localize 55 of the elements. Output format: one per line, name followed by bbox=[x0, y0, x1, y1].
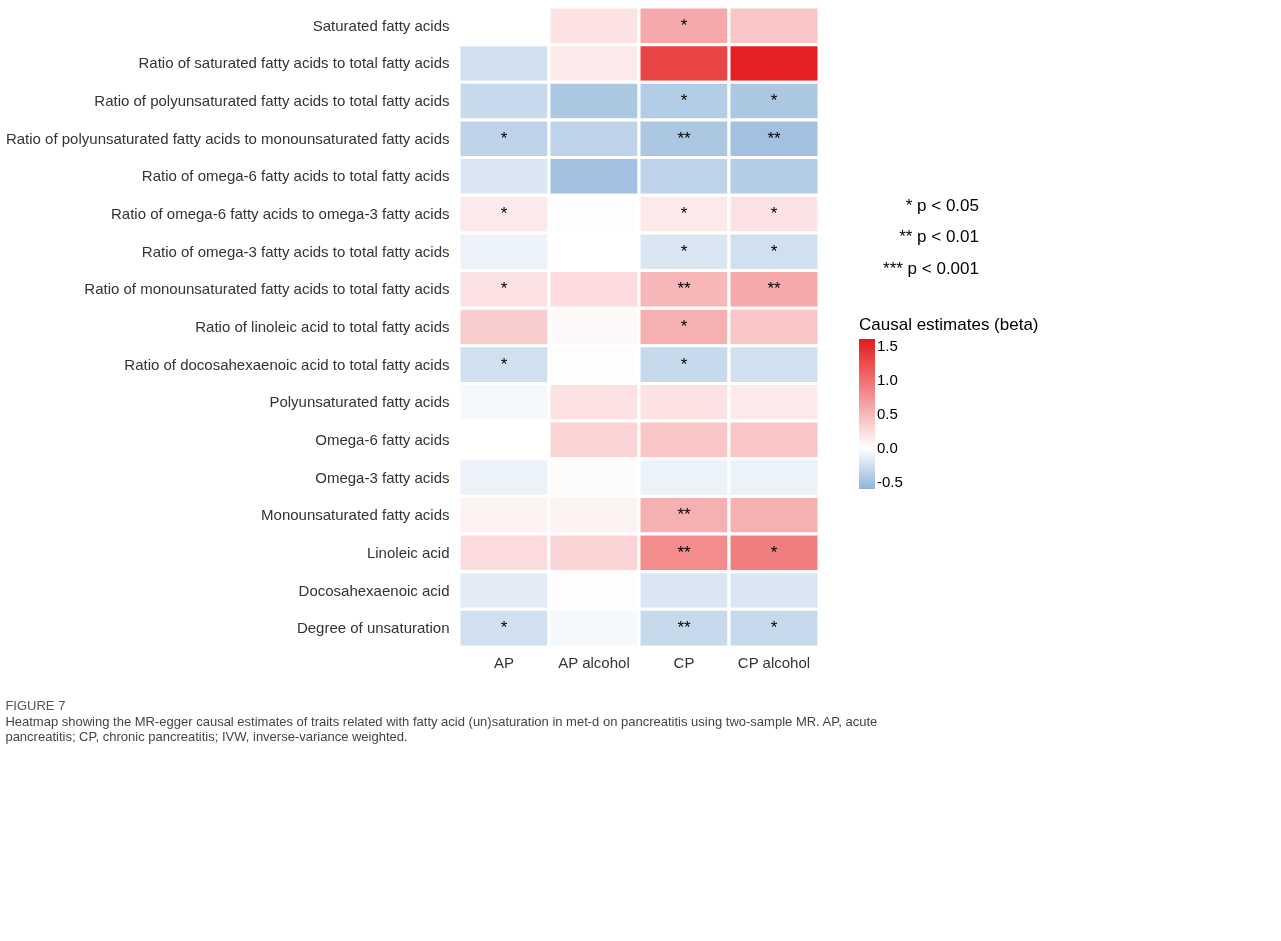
y-tick-label: Ratio of omega-6 fatty acids to total fatty acids bbox=[141, 167, 450, 185]
data-label: * bbox=[680, 204, 688, 224]
text: ** p < 0.01 bbox=[899, 227, 979, 247]
data-label: * bbox=[770, 91, 778, 111]
y-tick-label: Ratio of polyunsaturated fatty acids to monounsaturated fatty acids bbox=[5, 129, 450, 147]
color-bar-label: -0.5 bbox=[877, 473, 903, 491]
data-label: * bbox=[770, 542, 778, 562]
x-tick-label: AP alcohol bbox=[558, 653, 630, 671]
x-tick-label: CP bbox=[673, 653, 695, 671]
y-tick-label: Ratio of linoleic acid to total fatty acids bbox=[195, 318, 450, 335]
y-tick-label: Monounsaturated fatty acids bbox=[261, 506, 450, 524]
text: * p < 0.05 bbox=[905, 195, 979, 215]
text: FIGURE 7 bbox=[5, 698, 66, 713]
data-label: * bbox=[770, 204, 778, 224]
y-tick-label: Ratio of docosahexaenoic acid to total fatty acids bbox=[124, 355, 450, 373]
y-tick-label: Saturated fatty acids bbox=[312, 16, 450, 34]
data-label: * bbox=[770, 618, 778, 638]
data-label: * bbox=[680, 317, 688, 336]
text: Heatmap showing the MR-egger causal estimates of traits related with fatty acid (un)saturation in met-d on pancreatitis using two-sample MR. AP, acute pancreatitis; CP, chronic pancreatitis; IVW, inverse-variance weighted. bbox=[5, 714, 878, 744]
y-tick-label: Ratio of omega-6 fatty acids to omega-3 fatty acids bbox=[110, 205, 450, 223]
text: *** p < 0.001 bbox=[883, 258, 979, 278]
data-label: * bbox=[500, 128, 508, 148]
color-bar-label: 1.0 bbox=[877, 370, 898, 388]
data-label: * bbox=[680, 354, 688, 374]
y-tick-label: Ratio of monounsaturated fatty acids to total fatty acids bbox=[84, 280, 450, 298]
data-label: ** bbox=[677, 618, 691, 638]
y-tick-label: Ratio of saturated fatty acids to total fatty acids bbox=[138, 54, 450, 72]
y-tick-label: Linoleic acid bbox=[366, 543, 450, 561]
color-bar-label: 0.5 bbox=[877, 405, 898, 422]
data-label: ** bbox=[767, 128, 781, 148]
data-label: ** bbox=[677, 279, 691, 299]
data-label: ** bbox=[677, 128, 691, 148]
color-bar-title: Causal estimates (beta) bbox=[859, 315, 1039, 334]
y-tick-label: Ratio of omega-3 fatty acids to total fatty acids bbox=[141, 242, 450, 260]
data-label: * bbox=[500, 204, 508, 224]
y-tick-label: Polyunsaturated fatty acids bbox=[269, 393, 450, 411]
y-tick-label: Degree of unsaturation bbox=[296, 619, 450, 637]
data-label: ** bbox=[677, 505, 691, 525]
data-label: * bbox=[680, 15, 688, 35]
data-label: * bbox=[500, 354, 508, 374]
data-label: ** bbox=[677, 542, 691, 562]
y-tick-label: Docosahexaenoic acid bbox=[298, 581, 450, 599]
x-tick-label: AP bbox=[493, 653, 515, 671]
data-label: ** bbox=[767, 279, 781, 299]
x-tick-label: CP alcohol bbox=[737, 653, 811, 671]
y-tick-label: Omega-6 fatty acids bbox=[315, 430, 450, 448]
data-label: * bbox=[680, 241, 688, 261]
data-label: * bbox=[500, 279, 508, 299]
data-label: * bbox=[680, 91, 688, 111]
data-label: * bbox=[500, 618, 508, 638]
y-tick-label: Omega-3 fatty acids bbox=[315, 468, 450, 486]
color-bar-label: 1.5 bbox=[877, 336, 898, 354]
data-label: * bbox=[770, 241, 778, 261]
y-tick-label: Ratio of polyunsaturated fatty acids to total fatty acids bbox=[94, 92, 450, 110]
color-bar-label: 0.0 bbox=[877, 439, 898, 457]
